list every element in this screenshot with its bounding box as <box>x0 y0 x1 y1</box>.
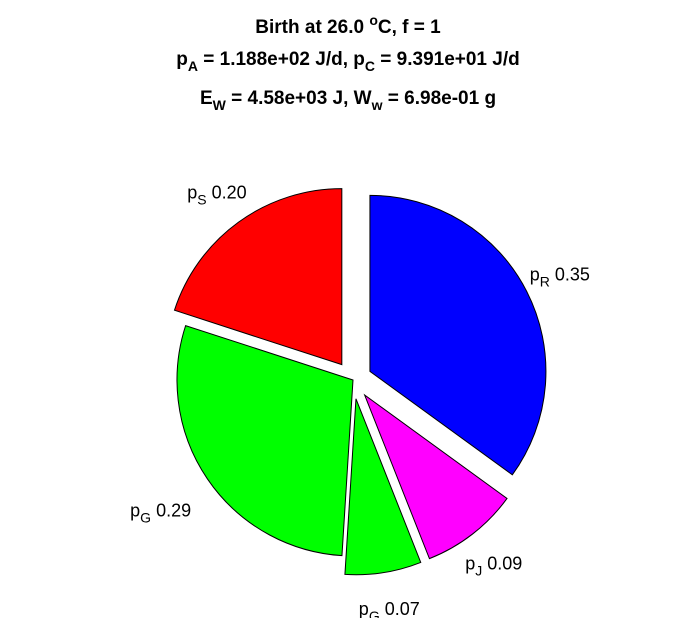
slice-label-value: 0.07 <box>385 599 420 618</box>
pie-slices <box>173 188 547 576</box>
pie-slice-pr-0 <box>369 194 547 476</box>
slice-label: pG 0.29 <box>130 500 191 525</box>
chart-title-line-part: A <box>188 58 198 74</box>
chart-title-line-part: = 1.188e+02 J/d, p <box>198 49 365 70</box>
chart-title-line-part: o <box>369 12 378 28</box>
chart-title-line: EW = 4.58e+03 J, Ww = 6.98e-01 g <box>200 88 496 113</box>
slice-label-subscript: G <box>140 509 151 525</box>
slice-label-value: 0.35 <box>555 265 590 285</box>
slice-label: pR 0.35 <box>530 265 590 290</box>
chart-title: Birth at 26.0 oC, f = 1 pA = 1.188e+02 J/… <box>176 12 519 113</box>
slice-label-value: 0.29 <box>156 500 191 520</box>
slice-label-subscript: G <box>369 608 380 618</box>
chart-title-line-part: Birth at 26.0 <box>255 17 369 38</box>
chart-title-line: pA = 1.188e+02 J/d, pC = 9.391e+01 J/d <box>176 49 519 74</box>
pie-slice-pg-2 <box>344 398 422 576</box>
slice-label-name: p <box>465 553 475 573</box>
chart-title-line-part: E <box>200 88 213 109</box>
chart-title-line-part: = 9.391e+01 J/d <box>375 49 520 70</box>
chart-title-line-part: w <box>371 97 383 113</box>
slice-label-name: p <box>530 265 540 285</box>
slice-label: pS 0.20 <box>187 182 246 207</box>
chart-title-line-part: = 6.98e-01 g <box>383 88 497 109</box>
chart-title-line-part: C <box>365 58 375 74</box>
slice-label-name: p <box>130 500 140 520</box>
pie-slice-ps-4 <box>173 188 343 366</box>
slice-label-value: 0.09 <box>487 553 522 573</box>
slice-label: pJ 0.09 <box>465 553 522 578</box>
slice-label-name: p <box>187 182 197 202</box>
chart-title-line-part: W <box>213 97 227 113</box>
chart-title-line-part: C, f = 1 <box>378 17 441 38</box>
chart-title-line: Birth at 26.0 oC, f = 1 <box>255 12 441 38</box>
chart-title-line-part: p <box>176 49 188 70</box>
slice-label: pG 0.07 <box>359 599 420 618</box>
slice-label-subscript: J <box>475 562 482 578</box>
pie-slice-pg-3 <box>176 324 354 557</box>
slice-label-subscript: R <box>540 274 550 290</box>
pie-slice-pj-1 <box>363 393 508 560</box>
slice-label-name: p <box>359 599 369 618</box>
chart-title-line-part: = 4.58e+03 J, W <box>226 88 372 109</box>
slice-label-value: 0.20 <box>212 182 247 202</box>
slice-label-subscript: S <box>197 191 206 207</box>
